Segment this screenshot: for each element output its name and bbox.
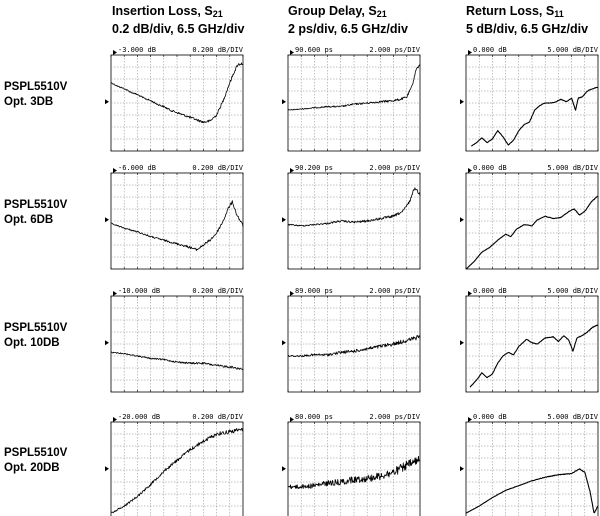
series-trace bbox=[287, 187, 421, 227]
scale-per-division-label: 5.000 dB/DIV bbox=[547, 46, 598, 54]
reference-level-label: 0.000 dB bbox=[473, 46, 507, 54]
column-scale: 5 dB/div, 6.5 GHz/div bbox=[466, 22, 589, 36]
series-trace bbox=[287, 455, 421, 490]
series-trace bbox=[465, 468, 599, 514]
column-header-group-delay: Group Delay, S21 2 ps/div, 6.5 GHz/div bbox=[288, 4, 408, 37]
series-trace bbox=[465, 195, 599, 269]
column-title: Group Delay, S bbox=[288, 4, 377, 18]
row-model: PSPL5510V bbox=[4, 199, 68, 211]
row-option: Opt. 6DB bbox=[4, 214, 54, 226]
plot-panel: 0.000 dB 5.000 dB/DIV bbox=[460, 287, 599, 393]
row-label-opt-10db: PSPL5510V Opt. 10DB bbox=[4, 321, 67, 351]
reference-level-label: 90.600 ps bbox=[295, 46, 333, 54]
column-title-subscript: 21 bbox=[376, 9, 387, 19]
plot-panel: -3.000 dB 0.200 dB/DIV bbox=[105, 46, 244, 152]
column-header-insertion-loss: Insertion Loss, S21 0.2 dB/div, 6.5 GHz/… bbox=[112, 4, 244, 37]
plot-panel: 0.000 dB 5.000 dB/DIV bbox=[460, 413, 599, 516]
row-model: PSPL5510V bbox=[4, 447, 68, 459]
scale-per-division-label: 0.200 dB/DIV bbox=[192, 46, 243, 54]
reference-marker-left bbox=[460, 466, 464, 472]
reference-level-label: -6.000 dB bbox=[118, 164, 156, 172]
reference-marker-left bbox=[105, 340, 109, 346]
reference-level-label: 89.000 ps bbox=[295, 287, 333, 295]
reference-marker-left bbox=[460, 340, 464, 346]
reference-marker-top bbox=[290, 291, 294, 296]
plot-panel: -6.000 dB 0.200 dB/DIV bbox=[105, 164, 244, 270]
reference-marker-top bbox=[468, 291, 472, 296]
series-trace bbox=[110, 428, 244, 514]
reference-marker-left bbox=[460, 217, 464, 223]
row-option: Opt. 10DB bbox=[4, 337, 60, 349]
reference-level-label: 0.000 dB bbox=[473, 287, 507, 295]
plot-frame bbox=[110, 421, 244, 516]
scale-per-division-label: 0.200 dB/DIV bbox=[192, 287, 243, 295]
column-title: Return Loss, S bbox=[466, 4, 555, 18]
reference-level-label: 0.000 dB bbox=[473, 164, 507, 172]
plot-panel: 0.000 dB 5.000 dB/DIV bbox=[460, 46, 599, 152]
row-label-opt-3db: PSPL5510V Opt. 3DB bbox=[4, 80, 67, 110]
reference-marker-top bbox=[468, 417, 472, 422]
series-trace bbox=[110, 200, 244, 252]
row-label-opt-6db: PSPL5510V Opt. 6DB bbox=[4, 198, 67, 228]
scale-per-division-label: 5.000 dB/DIV bbox=[547, 287, 598, 295]
row-model: PSPL5510V bbox=[4, 322, 68, 334]
scale-per-division-label: 2.000 ps/DIV bbox=[369, 46, 420, 54]
scale-per-division-label: 5.000 dB/DIV bbox=[547, 413, 598, 421]
series-trace bbox=[287, 63, 421, 111]
column-title-subscript: 11 bbox=[554, 9, 564, 19]
row-label-opt-20db: PSPL5510V Opt. 20DB bbox=[4, 446, 67, 476]
column-scale: 2 ps/div, 6.5 GHz/div bbox=[288, 22, 408, 36]
plot-panel: 90.600 ps 2.000 ps/DIV bbox=[282, 46, 421, 152]
reference-level-label: -10.000 dB bbox=[118, 287, 160, 295]
plot-panel: 90.200 ps 2.000 ps/DIV bbox=[282, 164, 421, 270]
plot-panel: -10.000 dB 0.200 dB/DIV bbox=[105, 287, 244, 393]
row-option: Opt. 3DB bbox=[4, 96, 54, 108]
reference-marker-left bbox=[282, 217, 286, 223]
reference-marker-left bbox=[105, 99, 109, 105]
series-trace bbox=[287, 335, 421, 358]
reference-marker-top bbox=[468, 168, 472, 173]
reference-level-label: 80.000 ps bbox=[295, 413, 333, 421]
plot-panel: 80.000 ps 2.000 ps/DIV bbox=[282, 413, 421, 516]
reference-marker-top bbox=[113, 168, 117, 173]
reference-marker-top bbox=[468, 50, 472, 55]
plot-panel: 89.000 ps 2.000 ps/DIV bbox=[282, 287, 421, 393]
series-trace bbox=[110, 351, 244, 371]
scale-per-division-label: 2.000 ps/DIV bbox=[369, 413, 420, 421]
reference-marker-top bbox=[290, 168, 294, 173]
scale-per-division-label: 0.200 dB/DIV bbox=[192, 164, 243, 172]
reference-marker-top bbox=[113, 417, 117, 422]
reference-level-label: 0.000 dB bbox=[473, 413, 507, 421]
plot-panel: 0.000 dB 5.000 dB/DIV bbox=[460, 164, 599, 270]
reference-marker-left bbox=[105, 217, 109, 223]
row-option: Opt. 20DB bbox=[4, 462, 60, 474]
scale-per-division-label: 0.200 dB/DIV bbox=[192, 413, 243, 421]
reference-level-label: -3.000 dB bbox=[118, 46, 156, 54]
plot-frame bbox=[287, 421, 421, 516]
column-header-return-loss: Return Loss, S11 5 dB/div, 6.5 GHz/div bbox=[466, 4, 588, 37]
reference-level-label: 90.200 ps bbox=[295, 164, 333, 172]
reference-marker-left bbox=[282, 99, 286, 105]
reference-level-label: -20.000 dB bbox=[118, 413, 160, 421]
reference-marker-top bbox=[290, 417, 294, 422]
column-title-subscript: 21 bbox=[212, 9, 223, 19]
series-trace bbox=[469, 324, 599, 388]
row-model: PSPL5510V bbox=[4, 81, 68, 93]
scale-per-division-label: 2.000 ps/DIV bbox=[369, 164, 420, 172]
scale-per-division-label: 5.000 dB/DIV bbox=[547, 164, 598, 172]
series-trace bbox=[110, 62, 244, 124]
reference-marker-left bbox=[460, 99, 464, 105]
reference-marker-top bbox=[290, 50, 294, 55]
series-trace bbox=[470, 86, 599, 147]
column-title: Insertion Loss, S bbox=[112, 4, 213, 18]
reference-marker-left bbox=[105, 466, 109, 472]
column-scale: 0.2 dB/div, 6.5 GHz/div bbox=[112, 22, 245, 36]
plot-panel: -20.000 dB 0.200 dB/DIV bbox=[105, 413, 244, 516]
reference-marker-left bbox=[282, 340, 286, 346]
scale-per-division-label: 2.000 ps/DIV bbox=[369, 287, 420, 295]
reference-marker-left bbox=[282, 466, 286, 472]
reference-marker-top bbox=[113, 291, 117, 296]
reference-marker-top bbox=[113, 50, 117, 55]
